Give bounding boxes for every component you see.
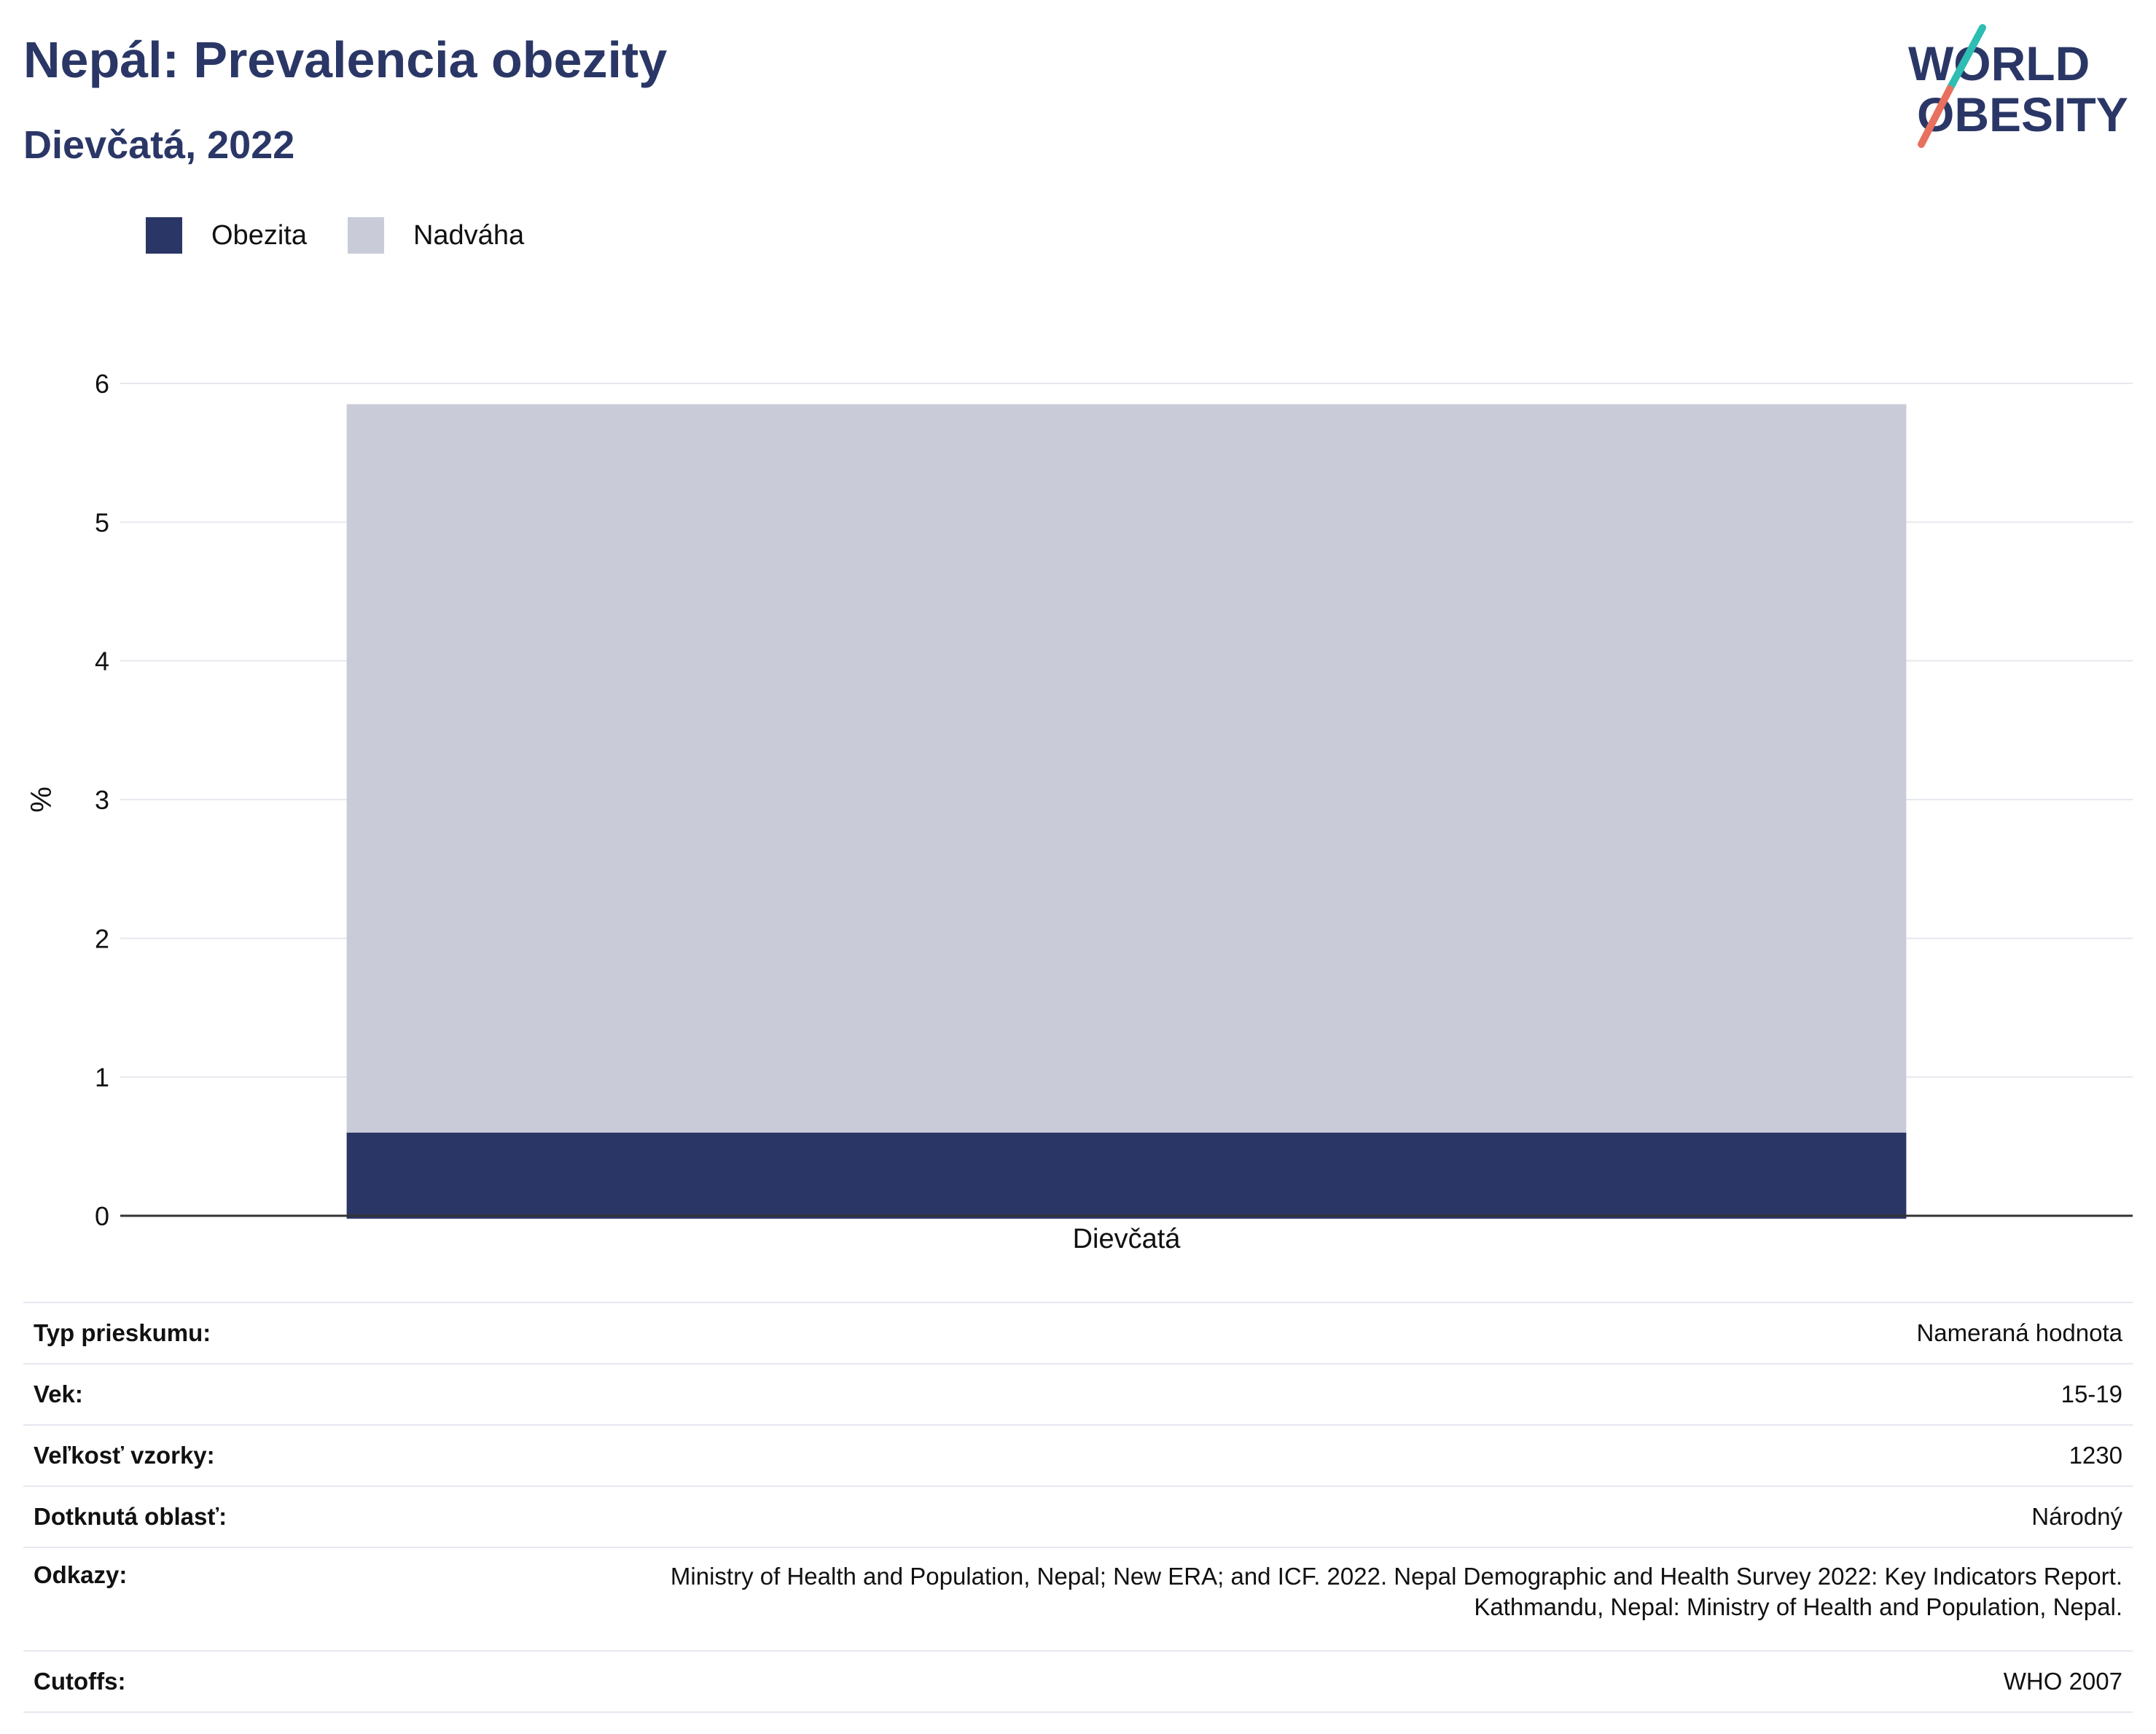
survey-info-table: Typ prieskumu: Nameraná hodnota Vek: 15-… — [23, 1302, 2133, 1713]
reference-line: Kathmandu, Nepal: Ministry of Health and… — [1474, 1593, 2122, 1620]
y-axis-label: % — [26, 786, 58, 813]
info-row-references: Odkazy: Ministry of Health and Populatio… — [23, 1547, 2133, 1652]
logo-text-obesity: OBESITY — [1917, 87, 2128, 141]
legend-swatch-nadvaha — [347, 217, 384, 254]
y-tick-label: 6 — [95, 369, 109, 399]
info-value: 15-19 — [290, 1363, 2133, 1426]
info-value: Národný — [290, 1485, 2133, 1548]
info-row-cutoffs: Cutoffs: WHO 2007 — [23, 1650, 2133, 1713]
logo-slash-teal — [1946, 24, 1986, 93]
y-tick-label: 4 — [95, 647, 109, 676]
info-value: 1230 — [290, 1424, 2133, 1487]
info-row-area: Dotknutá oblasť: Národný — [23, 1485, 2133, 1548]
info-value-references: Ministry of Health and Population, Nepal… — [290, 1547, 2133, 1652]
chart-legend: Obezita Nadváha — [146, 217, 565, 254]
info-key: Dotknutá oblasť: — [23, 1485, 291, 1548]
info-row-survey-type: Typ prieskumu: Nameraná hodnota — [23, 1302, 2133, 1364]
info-key: Odkazy: — [23, 1547, 291, 1652]
bar-obezita — [346, 1132, 1907, 1219]
info-row-sample-size: Veľkosť vzorky: 1230 — [23, 1424, 2133, 1487]
info-key: Typ prieskumu: — [23, 1302, 291, 1364]
info-key: Veľkosť vzorky: — [23, 1424, 291, 1487]
bar-chart: 0 1 2 3 4 5 6% Dievčatá — [26, 369, 2133, 1254]
legend-label-nadvaha: Nadváha — [413, 219, 525, 251]
legend-swatch-obezita — [146, 217, 182, 254]
y-tick-label: 2 — [95, 923, 109, 953]
legend-item-obezita[interactable]: Obezita — [146, 217, 307, 254]
y-tick-label: 0 — [95, 1201, 109, 1231]
x-tick-label: Dievčatá — [1073, 1224, 1181, 1254]
legend-item-nadvaha[interactable]: Nadváha — [347, 217, 525, 254]
info-key: Vek: — [23, 1363, 291, 1426]
reference-line: Ministry of Health and Population, Nepal… — [670, 1563, 2122, 1590]
y-tick-label: 3 — [95, 785, 109, 815]
bar-nadv-ha — [346, 404, 1907, 1133]
page-subtitle: Dievčatá, 2022 — [23, 123, 295, 167]
y-tick-label: 5 — [95, 507, 109, 537]
legend-label-obezita: Obezita — [211, 219, 307, 251]
info-value: WHO 2007 — [290, 1650, 2133, 1713]
logo-text-world: WORLD — [1908, 36, 2090, 90]
y-tick-label: 1 — [95, 1063, 109, 1093]
info-key: Cutoffs: — [23, 1650, 291, 1713]
world-obesity-logo: WORLD OBESITY — [1908, 24, 2128, 148]
info-row-age: Vek: 15-19 — [23, 1363, 2133, 1426]
logo-slash-coral — [1918, 85, 1953, 148]
page-title: Nepál: Prevalencia obezity — [23, 31, 668, 88]
info-value: Nameraná hodnota — [290, 1302, 2133, 1364]
